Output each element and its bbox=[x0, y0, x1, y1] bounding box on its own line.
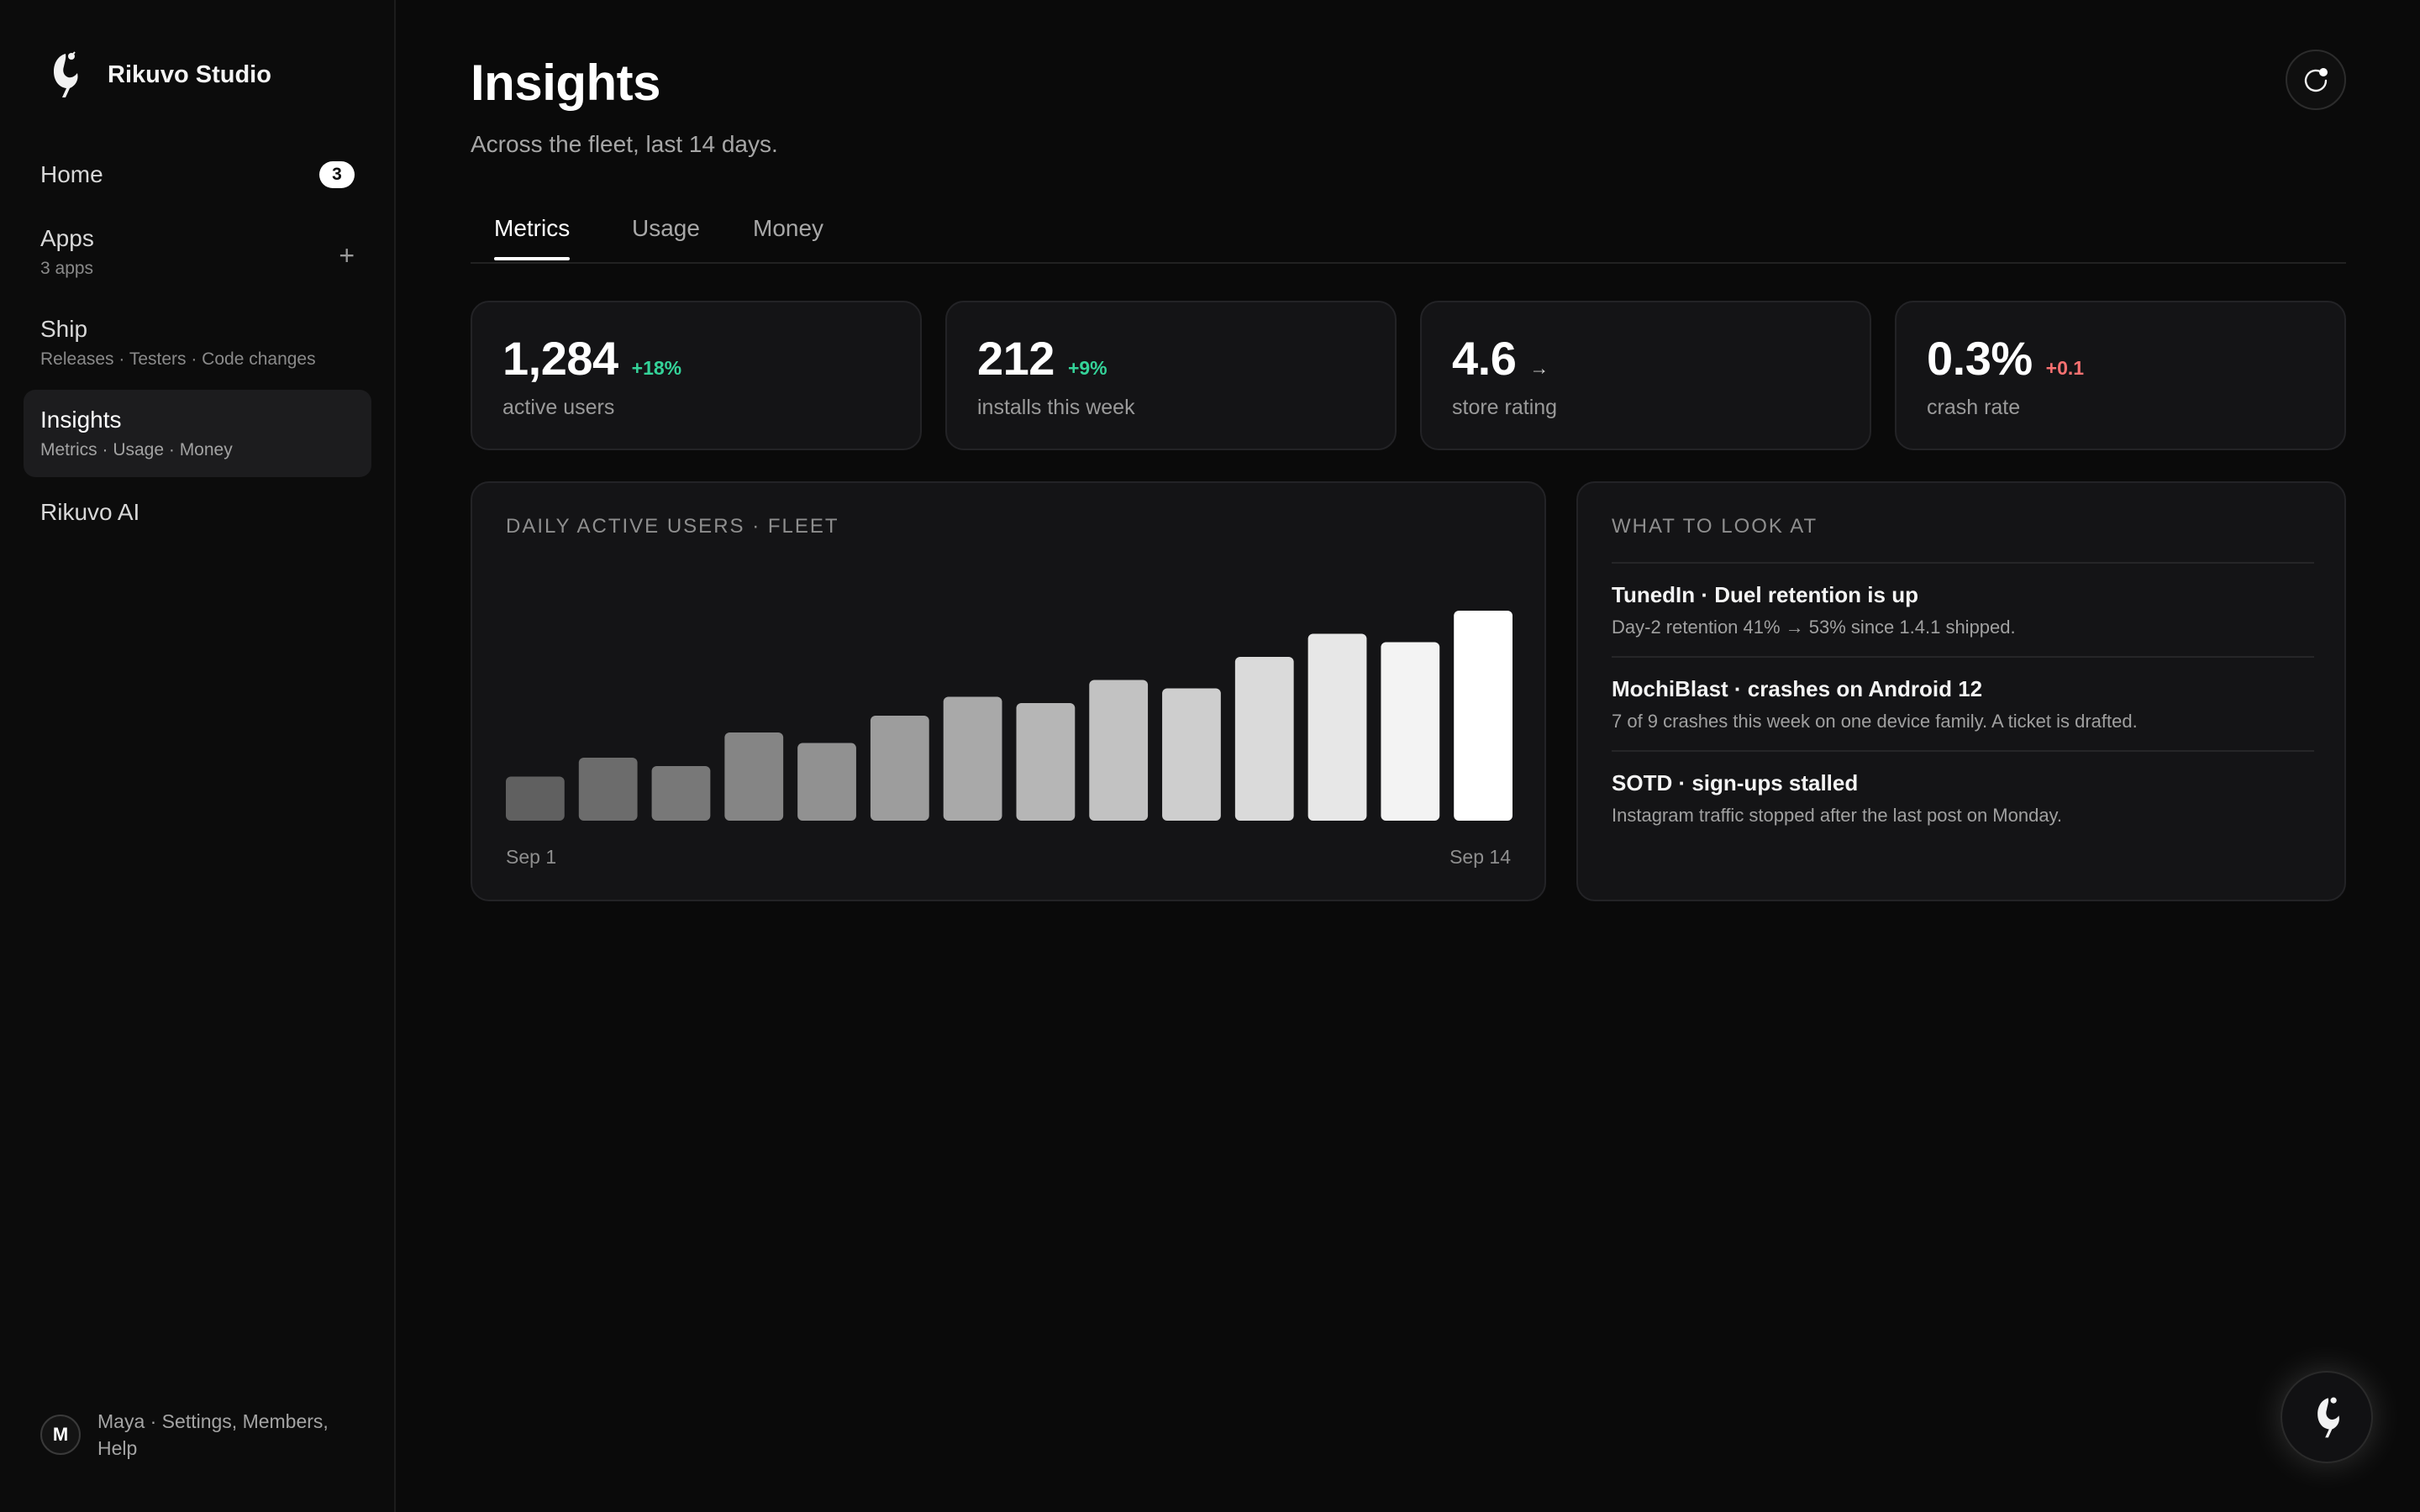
insight-title: MochiBlast · crashes on Android 12 bbox=[1612, 676, 1983, 701]
tab-money[interactable]: Money bbox=[753, 215, 824, 241]
tab-bar: Metrics Usage Money bbox=[471, 212, 2346, 264]
sidebar-item-apps[interactable]: Apps 3 apps + bbox=[24, 220, 371, 291]
chart-bar bbox=[870, 716, 929, 821]
sidebar-item-label: Rikuvo AI bbox=[40, 499, 140, 525]
stat-value: 4.6 bbox=[1452, 332, 1517, 385]
sidebar-item-label: Insights bbox=[40, 407, 122, 433]
insight-title: TunedIn · Duel retention is up bbox=[1612, 582, 1918, 607]
insight-title: SOTD · sign-ups stalled bbox=[1612, 770, 1859, 795]
chart-bar bbox=[1234, 657, 1294, 821]
chart-bar bbox=[943, 696, 1002, 821]
sidebar-item-ship[interactable]: Ship Releases · Testers · Code changes bbox=[24, 311, 371, 381]
brand[interactable]: Rikuvo Studio bbox=[44, 49, 271, 101]
insight-item[interactable]: TunedIn · Duel retention is up Day-2 ret… bbox=[1612, 562, 2314, 638]
arrow-right-icon: → bbox=[1529, 357, 1549, 379]
page-subtitle: Across the fleet, last 14 days. bbox=[471, 131, 778, 157]
bird-logo-icon bbox=[54, 51, 78, 97]
user-menu-label: Maya · Settings, Members, Help bbox=[97, 1410, 329, 1459]
sidebar-item-sub: 3 apps bbox=[40, 259, 94, 278]
stat-label: active users bbox=[502, 396, 615, 419]
brand-name: Rikuvo Studio bbox=[108, 60, 271, 88]
avatar: M bbox=[40, 1415, 81, 1455]
stat-value: 212 bbox=[977, 332, 1055, 385]
refresh-icon bbox=[2304, 68, 2328, 92]
sidebar-item-label: Ship bbox=[40, 316, 88, 342]
chart-bar bbox=[1381, 642, 1440, 821]
chart-bar bbox=[578, 758, 638, 821]
tab-usage[interactable]: Usage bbox=[632, 215, 700, 241]
chart-bar bbox=[1016, 703, 1076, 821]
sidebar-item-label: Apps bbox=[40, 225, 94, 251]
chart-bar bbox=[1162, 688, 1221, 821]
main-content: Insights Across the fleet, last 14 days.… bbox=[471, 0, 2346, 1512]
sidebar-item-home[interactable]: Home 3 bbox=[24, 155, 371, 195]
stat-card-installs[interactable]: 212 +9% installs this week bbox=[945, 301, 1397, 450]
insight-item[interactable]: MochiBlast · crashes on Android 12 7 of … bbox=[1612, 656, 2314, 732]
x-axis-start-label: Sep 1 bbox=[506, 846, 557, 868]
chart-bar bbox=[797, 743, 856, 821]
insight-item[interactable]: SOTD · sign-ups stalled Instagram traffi… bbox=[1612, 750, 2314, 827]
sidebar: Rikuvo Studio Home 3 Apps 3 apps + Ship … bbox=[0, 0, 396, 1512]
stat-delta: +9% bbox=[1067, 357, 1107, 379]
notification-badge: 3 bbox=[319, 161, 355, 188]
refresh-button[interactable] bbox=[2286, 50, 2346, 110]
insight-body: Instagram traffic stopped after the last… bbox=[1612, 805, 2063, 826]
stat-value: 0.3% bbox=[1927, 332, 2033, 385]
plus-icon[interactable]: + bbox=[339, 240, 355, 270]
insights-card: WHAT TO LOOK AT TunedIn · Duel retention… bbox=[1576, 481, 2346, 901]
insight-body: 7 of 9 crashes this week on one device f… bbox=[1612, 711, 2138, 732]
chart-bar bbox=[724, 732, 784, 821]
sidebar-item-rikuvo-ai[interactable]: Rikuvo AI bbox=[24, 494, 371, 534]
stat-label: crash rate bbox=[1927, 396, 2021, 419]
insights-card-title: WHAT TO LOOK AT bbox=[1612, 515, 1818, 538]
sidebar-item-label: Home bbox=[40, 161, 103, 187]
stat-delta: +0.1 bbox=[2045, 357, 2085, 379]
stat-card-active-users[interactable]: 1,284 +18% active users bbox=[471, 301, 922, 450]
stat-label: installs this week bbox=[977, 396, 1135, 419]
sidebar-item-insights[interactable]: Insights Metrics · Usage · Money bbox=[24, 390, 371, 477]
insight-body: Day-2 retention 41% → 53% since 1.4.1 sh… bbox=[1612, 617, 2016, 638]
assistant-button[interactable] bbox=[2281, 1371, 2373, 1463]
chart-bar bbox=[651, 766, 711, 821]
chart-bar bbox=[1307, 633, 1367, 821]
chart-bar bbox=[506, 776, 565, 821]
stat-value: 1,284 bbox=[502, 332, 618, 385]
sidebar-item-sub: Releases · Testers · Code changes bbox=[40, 349, 316, 369]
chart-bar bbox=[1089, 680, 1149, 821]
user-menu[interactable]: M Maya · Settings, Members, Help bbox=[40, 1408, 358, 1462]
page-title: Insights bbox=[471, 55, 661, 111]
stat-card-crash-rate[interactable]: 0.3% +0.1 crash rate bbox=[1895, 301, 2346, 450]
stat-card-store-rating[interactable]: 4.6 → store rating bbox=[1420, 301, 1871, 450]
chart-bar bbox=[1454, 611, 1512, 821]
x-axis-end-label: Sep 14 bbox=[1449, 846, 1511, 868]
chart-title: DAILY ACTIVE USERS · FLEET bbox=[506, 515, 839, 538]
bar-chart bbox=[506, 611, 1512, 821]
stat-label: store rating bbox=[1452, 396, 1558, 419]
chart-card: DAILY ACTIVE USERS · FLEET Sep 1 Sep 14 bbox=[471, 481, 1546, 901]
stat-delta: +18% bbox=[631, 357, 682, 379]
sidebar-item-sub: Metrics · Usage · Money bbox=[40, 440, 233, 459]
bird-logo-icon bbox=[2317, 1397, 2339, 1438]
tab-metrics[interactable]: Metrics bbox=[494, 215, 571, 260]
